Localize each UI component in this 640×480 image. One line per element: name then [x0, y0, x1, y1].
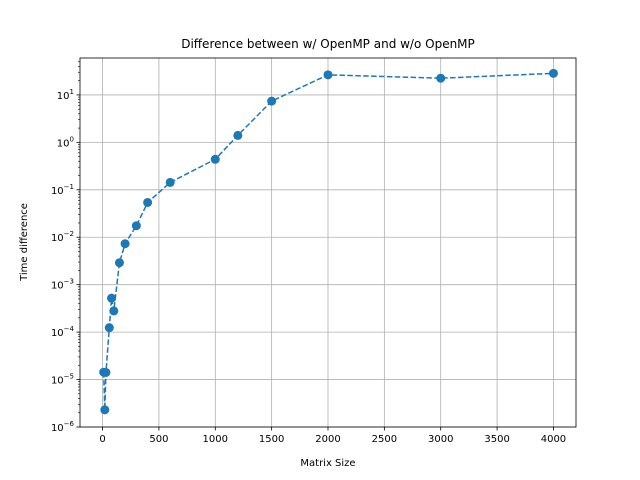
data-point: [100, 405, 110, 415]
y-tick-base: 10: [51, 328, 64, 339]
x-tick-label: 1000: [203, 434, 228, 445]
y-tick-label: 100: [57, 135, 74, 149]
y-tick-label: 10−4: [51, 325, 75, 339]
data-point: [323, 70, 333, 80]
data-point: [131, 221, 141, 231]
y-tick-label: 10−6: [51, 420, 75, 434]
x-tick-label: 3000: [428, 434, 453, 445]
series-layer: [99, 68, 558, 415]
data-point: [267, 96, 277, 106]
data-point: [107, 293, 117, 303]
data-point: [120, 239, 130, 249]
y-tick-base: 10: [51, 186, 64, 197]
y-tick-base: 10: [51, 423, 64, 434]
data-point: [143, 197, 153, 207]
x-tick-label: 0: [99, 434, 105, 445]
y-tick-base: 10: [51, 233, 64, 244]
data-point: [109, 306, 119, 316]
data-point: [210, 154, 220, 164]
y-tick-exponent: 1: [70, 88, 74, 96]
grid: [80, 58, 576, 428]
y-tick-label: 101: [57, 88, 74, 102]
y-tick-exponent: −3: [64, 278, 74, 286]
series-line: [102, 72, 554, 410]
y-tick-label: 10−3: [51, 278, 74, 292]
x-axis-label: Matrix Size: [300, 458, 355, 469]
y-tick-label: 10−2: [51, 230, 74, 244]
y-tick-exponent: −2: [64, 230, 74, 238]
y-tick-exponent: −6: [64, 420, 75, 428]
ticks: 0 500 1000 1500 2000 2500 3000 3500 400010−610−5…: [51, 61, 566, 445]
data-point: [104, 323, 114, 333]
y-tick-exponent: −1: [64, 183, 74, 191]
x-tick-label: 4000: [541, 434, 566, 445]
chart-title: Difference between w/ OpenMP and w/o Ope…: [181, 37, 475, 51]
data-point: [233, 130, 243, 140]
y-tick-base: 10: [57, 91, 70, 102]
y-tick-label: 10−5: [51, 373, 74, 387]
x-tick-label: 2500: [372, 434, 397, 445]
data-point: [165, 177, 175, 187]
y-tick-exponent: −4: [64, 325, 75, 333]
data-point: [114, 258, 124, 268]
data-point: [548, 68, 558, 78]
y-axis-label: Time difference: [19, 203, 30, 282]
y-tick-exponent: 0: [70, 135, 74, 143]
y-tick-label: 10−1: [51, 183, 74, 197]
x-tick-label: 2000: [315, 434, 340, 445]
x-tick-label: 1500: [259, 434, 284, 445]
y-tick-base: 10: [57, 138, 70, 149]
y-tick-base: 10: [51, 376, 64, 387]
x-tick-label: 3500: [484, 434, 509, 445]
x-tick-label: 500: [149, 434, 168, 445]
y-tick-base: 10: [51, 281, 64, 292]
data-point: [101, 367, 111, 377]
data-point: [436, 73, 446, 83]
y-tick-exponent: −5: [64, 373, 74, 381]
